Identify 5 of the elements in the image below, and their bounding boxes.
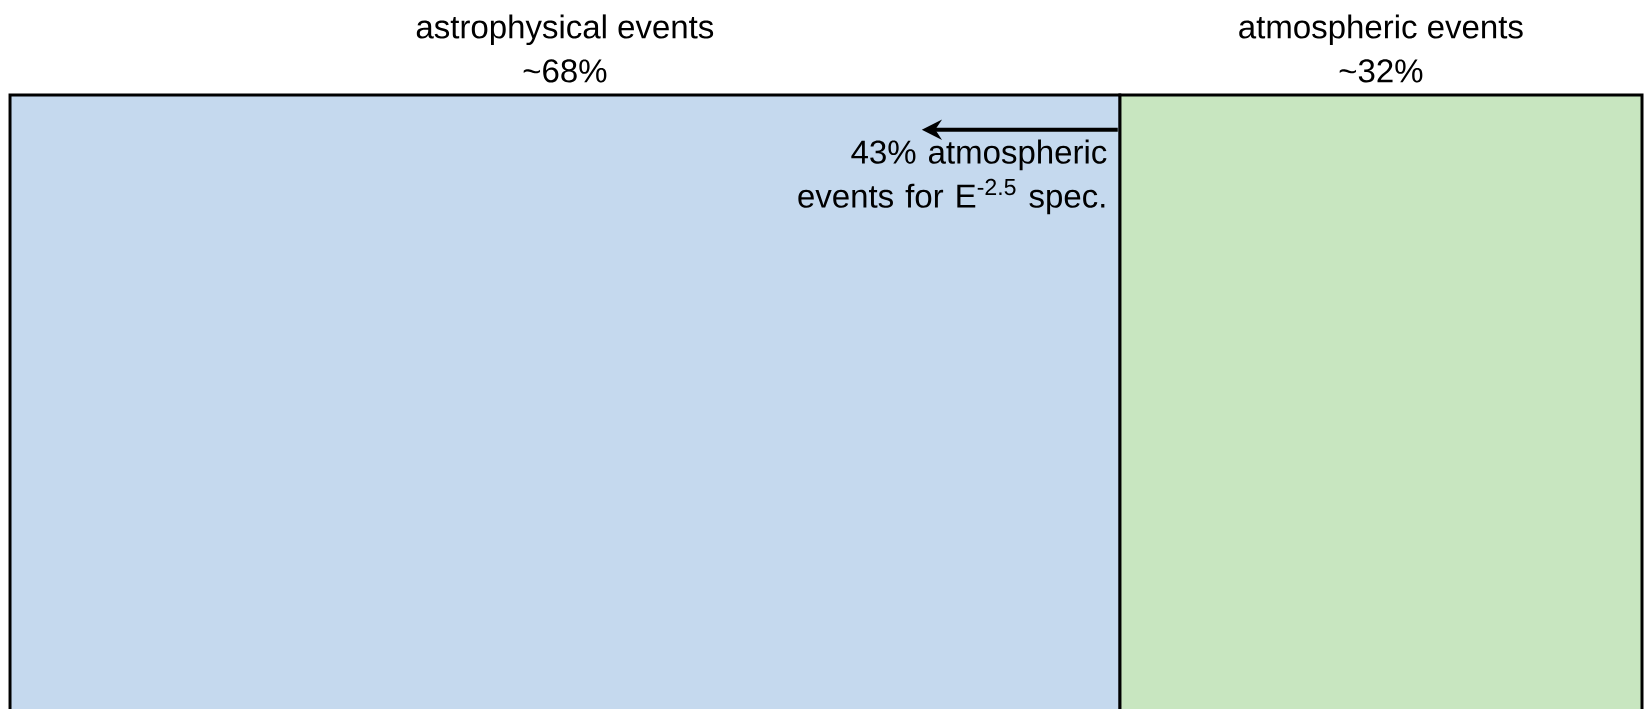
annotation: 43% atmospheric events for E$^{-2.5}$ spec. (798, 139, 1107, 215)
data-label: ~68% (523, 59, 607, 83)
data-label: ~32% (1339, 59, 1423, 83)
series-label: atmospheric events (1239, 14, 1523, 46)
series-label: astrophysical events (416, 14, 714, 46)
